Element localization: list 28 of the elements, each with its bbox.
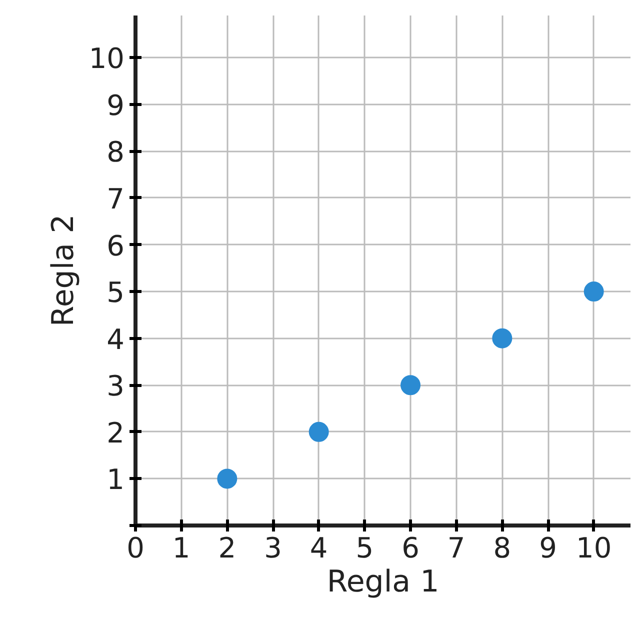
y-tick-label: 10 [88, 42, 125, 76]
y-tick-label: 9 [106, 88, 125, 122]
x-tick-label: 7 [447, 532, 466, 564]
y-tick-label: 2 [106, 416, 125, 450]
point [217, 468, 238, 489]
y-tick-label: 1 [106, 463, 125, 496]
point [308, 422, 329, 442]
y-tick-label: 7 [106, 182, 125, 216]
y-axis-title: Regla 2 [46, 214, 81, 327]
y-tick-label: 3 [106, 370, 125, 403]
y-tick-label: 5 [106, 276, 125, 310]
point [584, 282, 604, 302]
x-tick-label: 5 [356, 532, 374, 564]
x-tick-label: 6 [402, 532, 420, 564]
x-tick-label: 9 [539, 532, 557, 564]
x-tick-label: 3 [264, 532, 282, 564]
x-tick-label: 8 [493, 532, 512, 564]
x-axis-title: Regla 1 [326, 564, 440, 600]
x-tick-label: 0 [126, 532, 144, 564]
y-tick-label: 6 [106, 229, 125, 262]
x-tick-label: 1 [172, 532, 190, 564]
point [492, 328, 512, 348]
y-tick-label: 4 [106, 322, 125, 356]
point [400, 375, 420, 396]
x-tick-label: 10 [576, 532, 612, 564]
y-tick-label: 8 [106, 136, 125, 169]
x-tick-label: 2 [218, 532, 236, 564]
x-tick-label: 4 [310, 532, 328, 564]
